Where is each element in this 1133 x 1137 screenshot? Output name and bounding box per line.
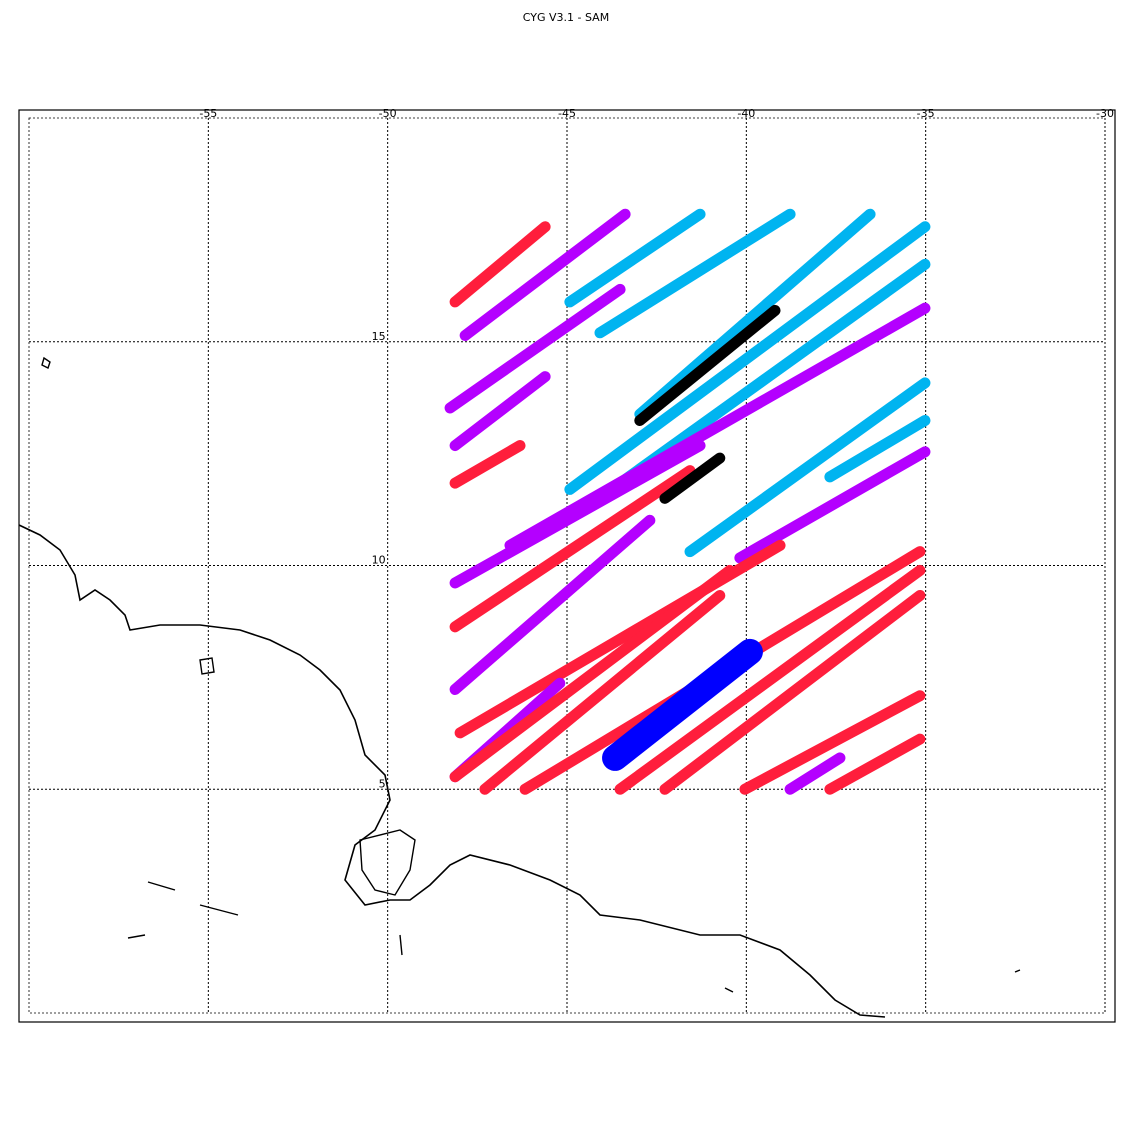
x-tick-label: -50: [379, 107, 397, 120]
island: [41, 356, 51, 369]
coast-fragments: [127, 881, 1021, 993]
x-tick-label: -30: [1096, 107, 1114, 120]
y-tick-label: 5: [379, 777, 386, 790]
track: [449, 371, 551, 452]
track: [739, 690, 926, 795]
track: [594, 208, 796, 339]
y-tick-label: 15: [372, 330, 386, 343]
track: [564, 221, 931, 495]
y-tick-label: 10: [372, 554, 386, 567]
island: [359, 829, 416, 896]
track: [614, 564, 926, 795]
track: [449, 440, 706, 589]
track: [634, 304, 781, 427]
track: [824, 733, 926, 795]
track: [614, 258, 931, 489]
tracks: [29, 118, 1106, 1013]
track: [449, 440, 526, 489]
track: [504, 302, 931, 551]
track: [459, 208, 631, 341]
island: [199, 657, 215, 675]
track: [444, 283, 626, 414]
coastline: [18, 524, 886, 1018]
track: [684, 377, 931, 558]
x-tick-label: -35: [917, 107, 935, 120]
outer-frame: [18, 109, 1116, 1023]
track: [659, 589, 926, 795]
x-tick-label: -45: [558, 107, 576, 120]
track: [449, 465, 696, 633]
track: [824, 415, 931, 483]
track: [564, 208, 706, 308]
track: [449, 221, 551, 308]
track: [784, 752, 846, 795]
track: [634, 208, 876, 420]
track: [734, 446, 931, 564]
map-title: CYG V3.1 - SAM: [523, 11, 609, 24]
x-tick-label: -55: [199, 107, 217, 120]
track: [479, 589, 726, 795]
track: [449, 564, 736, 783]
track: [449, 514, 656, 695]
track: [602, 638, 763, 771]
x-tick-label: -40: [737, 107, 755, 120]
track: [659, 452, 726, 504]
